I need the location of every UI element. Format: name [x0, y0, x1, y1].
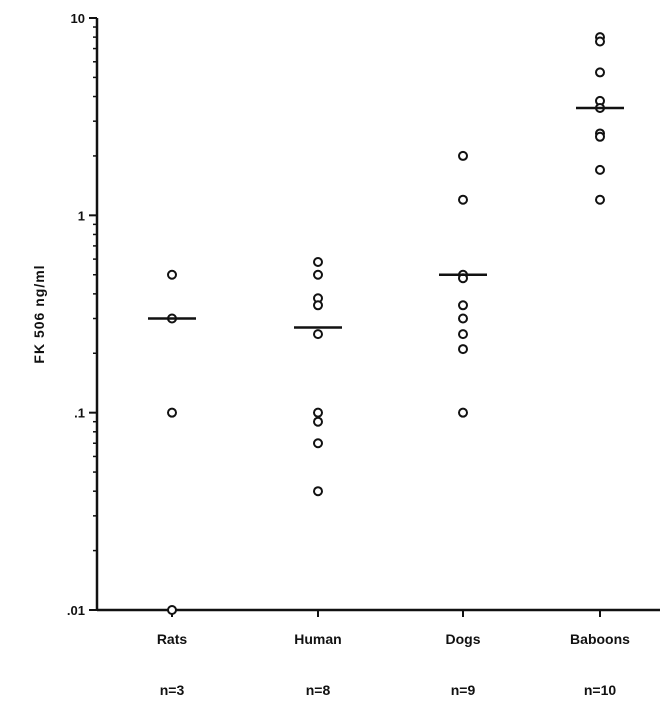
median-lines — [148, 106, 624, 329]
data-point-dogs — [458, 313, 468, 324]
data-point-rats — [167, 269, 177, 280]
data-point-human — [313, 416, 323, 427]
data-point-dogs — [458, 407, 468, 418]
data-point-dogs — [458, 194, 468, 205]
category-label-human: Human — [294, 631, 341, 647]
y-tick-label: .1 — [74, 406, 85, 421]
data-point-human — [313, 300, 323, 311]
data-point-dogs — [458, 300, 468, 311]
category-label-rats: Rats — [157, 631, 188, 647]
category-labels: Rats n=3 Human n=8 Dogs n=9 Baboons n=10 — [157, 631, 630, 698]
sample-size-label-dogs: n=9 — [451, 682, 476, 698]
y-axis-title: FK 506 ng/ml — [31, 264, 47, 363]
data-points — [167, 32, 605, 615]
data-point-dogs — [458, 329, 468, 340]
data-point-dogs — [458, 150, 468, 161]
data-point-human — [313, 257, 323, 268]
y-tick-label: .01 — [67, 603, 85, 618]
sample-size-label-human: n=8 — [306, 682, 331, 698]
data-point-baboons — [595, 194, 605, 205]
sample-size-label-rats: n=3 — [160, 682, 185, 698]
data-point-baboons — [595, 36, 605, 47]
data-point-human — [313, 329, 323, 340]
data-point-human — [313, 407, 323, 418]
data-point-baboons — [595, 131, 605, 142]
data-point-rats — [167, 407, 177, 418]
data-point-baboons — [595, 164, 605, 175]
data-point-dogs — [458, 344, 468, 355]
y-axis-ticks: .01 .1 1 10 — [67, 11, 97, 618]
sample-size-label-baboons: n=10 — [584, 682, 617, 698]
y-tick-label: 1 — [78, 208, 85, 223]
data-point-human — [313, 269, 323, 280]
category-label-dogs: Dogs — [446, 631, 481, 647]
data-point-rats — [167, 605, 177, 615]
y-tick-label: 10 — [71, 11, 85, 26]
data-point-human — [313, 438, 323, 449]
axes — [95, 18, 660, 617]
category-label-baboons: Baboons — [570, 631, 630, 647]
data-point-baboons — [595, 67, 605, 78]
data-point-human — [313, 486, 323, 497]
